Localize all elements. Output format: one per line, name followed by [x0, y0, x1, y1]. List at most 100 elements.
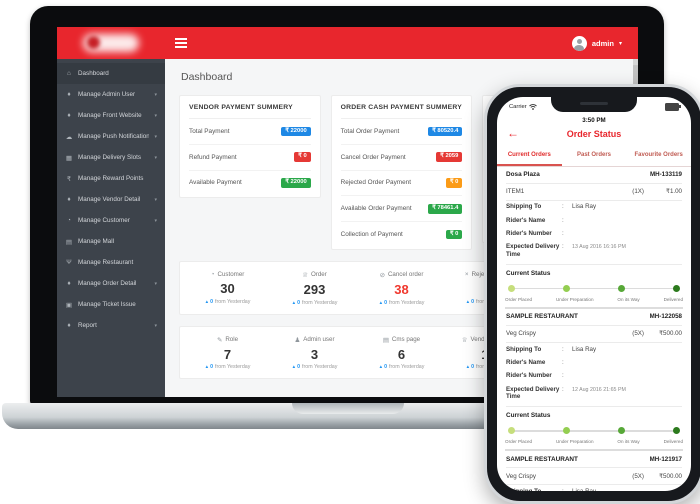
admin-menu[interactable]: admin ▾ [571, 35, 638, 51]
step-dot-order-placed [508, 427, 515, 435]
sidebar-item-report[interactable]: ♦ Report ▾ [57, 315, 165, 336]
hamburger-menu-icon[interactable] [175, 27, 201, 59]
amount-badge: ₹ 2059 [436, 152, 463, 163]
summary-row: Rejected Order Payment ₹ 0 [340, 171, 463, 197]
order-item-row: ITEM1 (1X) ₹1.00 [506, 184, 682, 201]
clock-icon: ◔ [210, 270, 215, 278]
up-arrow-icon: ▲ [204, 298, 210, 304]
sidebar-item-manage-customer[interactable]: ◔ Manage Customer ▾ [57, 210, 165, 231]
mall-icon: ▤ [65, 238, 73, 246]
battery-icon [665, 103, 681, 111]
up-arrow-icon: ▲ [204, 364, 210, 370]
chevron-down-icon: ▾ [154, 91, 157, 98]
restaurant-name: SAMPLE RESTAURANT [506, 455, 578, 463]
step-dot-under-preparation [563, 284, 570, 292]
up-arrow-icon: ▲ [291, 364, 297, 370]
sidebar-item-manage-delivery-slots[interactable]: ▦ Manage Delivery Slots ▾ [65, 154, 157, 162]
tab-current-orders[interactable]: Current Orders [497, 147, 562, 166]
calendar-icon: ▦ [65, 154, 73, 162]
rider-name-row: Rider's Name: [506, 216, 564, 224]
amount-badge: ₹ 80520.4 [428, 126, 463, 137]
rupee-icon: ₹ [66, 175, 72, 183]
sidebar-item-manage-vendor-detail[interactable]: ♦ Manage Vendor Detail ▾ [57, 189, 165, 210]
summary-row: Total Order Payment ₹ 80520.4 [340, 119, 463, 145]
rider-name-row: Rider's Name: [506, 358, 564, 366]
users-icon: ♦ [67, 91, 71, 98]
step-dot-delivered [673, 427, 680, 435]
phone-status-bar: Carrier [497, 97, 691, 111]
summary-row: Refund Payment ₹ 0 [189, 145, 311, 171]
order-header-row: Dosa Plaza MH-133119 [506, 167, 682, 184]
sidebar-item-manage-mall[interactable]: ▤ Manage Mall [65, 238, 115, 246]
sidebar-nav: ⌂ Dashboard ♦ Manage Admin User ▾ ♦ Mana… [57, 59, 165, 397]
sidebar-item-manage-reward-points[interactable]: ₹ Manage Reward Points [66, 175, 144, 183]
stat-admin-user: ♟ Admin user 3 ▲0 from Yesterday [271, 336, 358, 370]
sidebar-item-manage-ticket-issue[interactable]: ▣ Manage Ticket Issue [65, 301, 136, 309]
amount-badge: ₹ 0 [445, 229, 463, 240]
chevron-down-icon: ▾ [154, 112, 157, 119]
sidebar-item-manage-order-detail[interactable]: ♦ Manage Order Detail ▾ [57, 273, 165, 294]
summary-row: Cancel Order Payment ₹ 2059 [340, 145, 463, 171]
phone-frame: Carrier 3:50 PM ← Order Status Current O… [484, 84, 700, 504]
up-arrow-icon: ▲ [465, 298, 471, 304]
rider-number-row: Rider's Number: [506, 229, 564, 237]
stat-value: 30 [220, 280, 235, 296]
order-icon: ♦ [67, 280, 71, 287]
order-number: MH-121917 [649, 455, 682, 463]
summary-row: Total Payment ₹ 22000 [189, 119, 311, 145]
customer-icon: ◔ [67, 217, 71, 224]
phone-header: ← Order Status [497, 126, 691, 144]
phone-notch [551, 97, 637, 112]
step-dot-on-its-way [618, 427, 625, 435]
tab-past-orders[interactable]: Past Orders [576, 151, 612, 158]
admin-topbar: admin ▾ [57, 27, 638, 59]
expected-delivery-row: Expected Delivery Time: 12 Aug 2016 21:6… [506, 383, 682, 408]
laptop-base-notch [292, 403, 404, 414]
tab-favourite-orders[interactable]: Favourite Orders [634, 151, 683, 158]
expected-delivery-row: Expected Delivery Time: 13 Aug 2016 16:1… [506, 241, 682, 265]
scroll-up-button[interactable] [633, 59, 638, 66]
order-cash-payment-summary-card: ORDER CASH PAYMENT SUMMERY Total Order P… [330, 95, 473, 250]
sidebar-item-manage-restaurant[interactable]: Ψ Manage Restaurant [66, 259, 134, 266]
back-arrow-icon[interactable]: ← [507, 125, 519, 140]
step-dot-under-preparation [563, 427, 570, 435]
order-card: Dosa Plaza MH-133119 ITEM1 (1X) ₹1.00 Sh… [505, 167, 683, 309]
step-labels: Order Placed Under Preparation On its Way… [505, 439, 683, 452]
sidebar-item-manage-front-website[interactable]: ♦ Manage Front Website ▾ [57, 105, 165, 126]
report-icon: ♦ [67, 322, 71, 329]
step-dot-order-placed [508, 284, 515, 292]
page-title: Dashboard [181, 71, 233, 83]
sidebar-item-manage-admin-user[interactable]: ♦ Manage Admin User ▾ [57, 84, 165, 105]
shipping-row: Shipping To: Lisa Ray [506, 203, 597, 211]
restaurant-name: Dosa Plaza [506, 171, 540, 178]
sidebar-item-manage-push-notification[interactable]: ☁ Manage Push Notification ▾ [65, 133, 157, 141]
shipping-row: Shipping To: Lisa Ray [506, 485, 682, 491]
vendor-icon: ♦ [67, 196, 71, 203]
summary-row: Collection of Payment ₹ 0 [341, 222, 463, 247]
order-progress-stepper [508, 425, 680, 439]
user-icon: ♟ [294, 336, 301, 344]
vendor-payment-summary-card: VENDOR PAYMENT SUMMERY Total Payment ₹ 2… [179, 95, 321, 199]
chevron-down-icon: ▾ [154, 280, 157, 287]
sidebar-item-dashboard[interactable]: ⌂ Dashboard [57, 63, 165, 84]
stat-value: 6 [397, 346, 406, 362]
order-header-row: SAMPLE RESTAURANT MH-121917 [506, 451, 682, 469]
restaurant-icon: Ψ [66, 259, 72, 266]
trash-icon: ⊘ [379, 271, 385, 279]
order-number: MH-122058 [649, 313, 682, 321]
stat-value: 7 [223, 346, 232, 362]
cross-icon: × [464, 270, 469, 278]
chevron-down-icon: ▾ [154, 133, 157, 140]
stat-value: 38 [394, 281, 409, 297]
order-progress-stepper [508, 283, 680, 297]
current-status-label: Current Status [506, 269, 551, 277]
amount-badge: ₹ 0 [445, 178, 463, 188]
summary-row: Available Order Payment ₹ 78461.4 [340, 196, 463, 223]
carrier-label: Carrier [509, 103, 527, 110]
order-tabs: Current Orders Past Orders Favourite Ord… [497, 147, 691, 167]
page-icon: ▤ [382, 336, 389, 344]
